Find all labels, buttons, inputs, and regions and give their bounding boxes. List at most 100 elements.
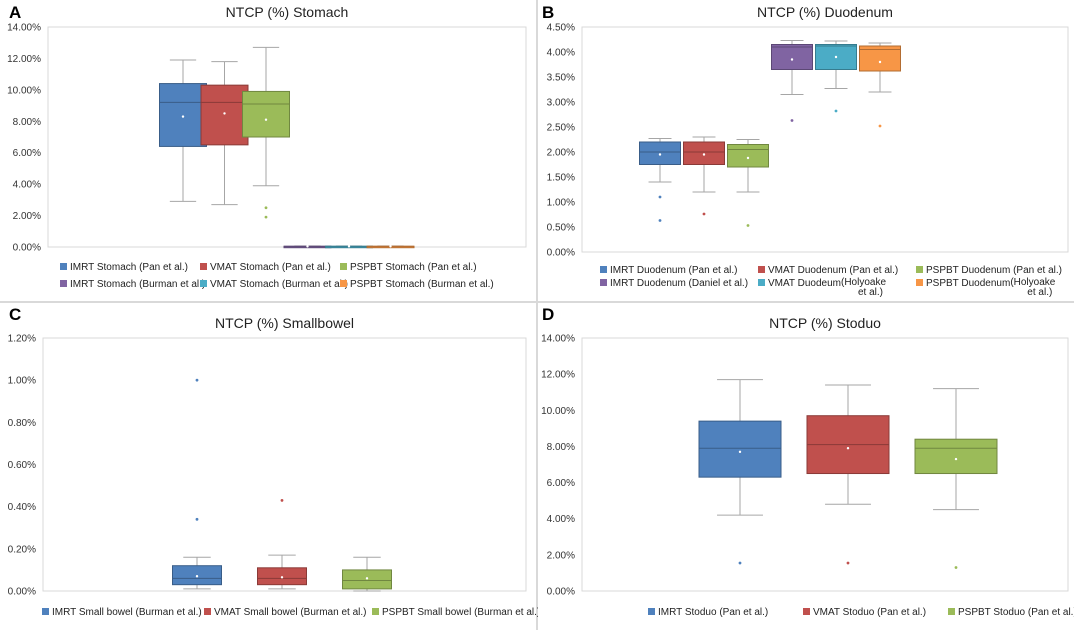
chart-title: NTCP (%) Stoduo <box>769 315 881 331</box>
legend-swatch <box>204 607 211 615</box>
legend-swatch <box>60 262 67 270</box>
legend-item: VMAT Stomach (Pan et al.) <box>200 262 331 274</box>
box-iqr <box>242 90 290 138</box>
mean-marker <box>264 118 268 121</box>
panel-divider-vertical <box>536 0 538 630</box>
legend-label: VMAT Stoduo (Pan et al.) <box>813 607 927 618</box>
y-tick-label: 0.40% <box>8 502 36 513</box>
legend-label: IMRT Duodenum (Pan et al.) <box>610 265 738 276</box>
y-tick-label: 6.00% <box>547 478 575 489</box>
mean-marker <box>306 245 309 248</box>
y-tick-label: 8.00% <box>13 117 41 128</box>
y-tick-label: 0.00% <box>13 243 41 254</box>
legend-label: IMRT Small bowel (Burman et al.) <box>52 607 202 618</box>
mean-marker <box>702 153 706 156</box>
outlier-point <box>702 212 706 216</box>
y-tick-label: 0.50% <box>547 223 575 234</box>
outlier-point <box>878 124 882 128</box>
legend-swatch <box>916 278 923 286</box>
outlier-point <box>280 498 284 502</box>
y-tick-label: 14.00% <box>7 23 41 34</box>
mean-marker <box>347 245 351 248</box>
legend-item: VMAT Small bowel (Burman et al.) <box>204 607 366 619</box>
mean-marker <box>658 153 662 156</box>
y-tick-label: 12.00% <box>7 54 41 65</box>
mean-marker <box>365 577 369 580</box>
chart-title: NTCP (%) Duodenum <box>757 4 893 20</box>
y-tick-label: 0.00% <box>8 587 36 598</box>
legend-stomach: IMRT Stomach (Pan et al.) VMAT Stomach (P… <box>60 262 530 296</box>
mean-marker <box>181 115 185 118</box>
outlier-point <box>264 206 268 210</box>
legend-item: PSPBT Stomach (Pan et al.) <box>340 262 477 274</box>
mean-marker <box>223 112 226 115</box>
outlier-point <box>746 224 750 227</box>
legend-swatch <box>372 607 379 615</box>
legend-item: VMAT Duodeum (Holyoake et al.) <box>758 278 886 298</box>
legend-label: VMAT Duodeum <box>768 278 841 289</box>
legend-item: IMRT Stomach (Pan et al.) <box>60 262 188 274</box>
y-tick-label: 4.50% <box>547 23 575 34</box>
y-tick-label: 6.00% <box>13 148 41 159</box>
legend-item: IMRT Small bowel (Burman et al.) <box>42 607 202 619</box>
chart-panel-b: B NTCP (%) Duodenum 0.00% 0.50% 1.00% 1.50% 2… <box>538 0 1074 301</box>
box-iqr <box>698 420 782 478</box>
y-tick-label: 1.20% <box>8 334 36 345</box>
legend-item: PSPBT Duodenum (Holyoake et al.) <box>916 278 1055 298</box>
outlier-point <box>738 561 742 565</box>
outlier-point <box>834 109 838 113</box>
legend-label: VMAT Stomach (Burman et al.) <box>210 279 349 290</box>
plot-area-border <box>581 337 1069 592</box>
legend-label: IMRT Stoduo (Pan et al.) <box>658 607 769 618</box>
chart-panel-a: A NTCP (%) Stomach 0.00% 2.00% 4.00% 6.00% 8.… <box>0 0 536 301</box>
legend-item: IMRT Stomach (Burman et al.) <box>60 279 205 291</box>
y-tick-label: 3.50% <box>547 73 575 84</box>
panel-letter-c: C <box>9 305 22 324</box>
y-tick-label: 0.80% <box>8 418 36 429</box>
mean-marker <box>389 245 392 248</box>
mean-marker <box>846 447 850 450</box>
chart-svg-smallbowel: NTCP (%) Smallbowel 0.00% 0.20% 0.40% 0.60% 0… <box>8 315 527 598</box>
legend-item: PSPBT Duodenum (Pan et al.) <box>916 265 1062 277</box>
panel-letter-a: A <box>9 3 22 22</box>
outlier-point <box>954 566 958 569</box>
y-tick-label: 1.50% <box>547 173 575 184</box>
legend-stoduo: IMRT Stoduo (Pan et al.) VMAT Stoduo (Pan… <box>648 607 1074 623</box>
y-tick-label: 0.20% <box>8 544 36 555</box>
y-tick-label: 1.00% <box>8 376 36 387</box>
legend-label: IMRT Stomach (Pan et al.) <box>70 262 189 273</box>
outlier-point <box>658 195 662 199</box>
legend-swatch <box>60 279 67 287</box>
box-iqr <box>200 84 249 146</box>
legend-swatch <box>200 262 207 270</box>
y-tick-label: 3.00% <box>547 98 575 109</box>
legend-label: IMRT Stomach (Burman et al.) <box>70 279 206 290</box>
y-tick-label: 2.50% <box>547 123 575 134</box>
y-tick-label: 4.00% <box>547 514 575 525</box>
mean-marker <box>280 576 284 579</box>
legend-item: IMRT Duodenum (Pan et al.) <box>600 265 737 277</box>
legend-swatch <box>600 265 607 273</box>
chart-panel-d: D NTCP (%) Stoduo 0.00% 2.00% 4.00% 6.00% 8.0… <box>538 303 1074 630</box>
mean-marker <box>746 156 750 160</box>
outlier-point <box>658 219 662 222</box>
legend-item: IMRT Duodenum (Daniel et al.) <box>600 278 748 290</box>
legend-swatch <box>916 265 923 273</box>
y-tick-label: 8.00% <box>547 442 575 453</box>
legend-item: PSPBT Stomach (Burman et al.) <box>340 279 494 291</box>
legend-swatch <box>758 265 765 273</box>
y-tick-label: 1.00% <box>547 198 575 209</box>
legend-label: PSPBT Small bowel (Burman et al.) <box>382 607 541 618</box>
outlier-point <box>195 517 199 521</box>
y-tick-label: 2.00% <box>13 211 41 222</box>
legend-label: PSPBT Stoduo (Pan et al.) <box>958 607 1074 618</box>
legend-item: PSPBT Small bowel (Burman et al.) <box>372 607 540 619</box>
box-iqr <box>727 144 769 168</box>
chart-panel-c: C NTCP (%) Smallbowel 0.00% 0.20% 0.40% 0.60… <box>0 303 540 630</box>
y-tick-label: 4.00% <box>13 180 41 191</box>
legend-swatch <box>200 279 207 287</box>
y-tick-label: 2.00% <box>547 550 575 561</box>
y-tick-label: 4.00% <box>547 48 575 59</box>
y-tick-label: 0.00% <box>547 248 575 259</box>
chart-title: NTCP (%) Stomach <box>226 4 349 20</box>
